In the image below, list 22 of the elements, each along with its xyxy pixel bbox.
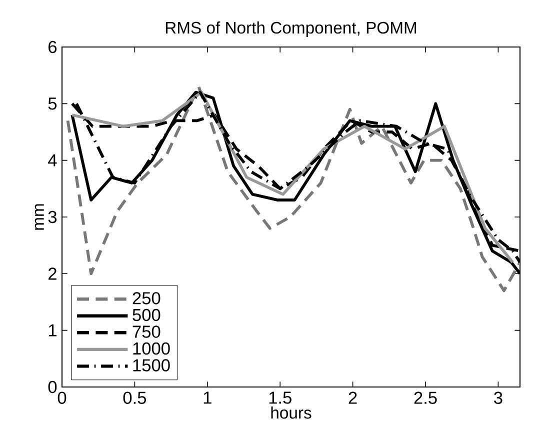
- x-tick-label: 3: [494, 392, 502, 404]
- x-axis-title: hours: [271, 406, 312, 419]
- x-tick-label: 0: [58, 392, 66, 404]
- legend-label: 1500: [133, 359, 170, 372]
- legend-label: 500: [132, 308, 160, 322]
- y-tick-label: 5: [48, 98, 57, 110]
- x-tick-label: 0.5: [123, 392, 146, 404]
- x-tick-label: 2.5: [414, 392, 437, 404]
- x-tick-label: 1.5: [269, 392, 292, 404]
- legend-label: 1000: [133, 342, 170, 355]
- y-tick-label: 6: [48, 40, 57, 54]
- legend-label: 250: [132, 292, 160, 304]
- x-tick-label: 2: [348, 392, 357, 404]
- x-tick-label: 1: [204, 392, 212, 404]
- legend-label: 750: [132, 326, 160, 338]
- y-tick-label: 1: [48, 324, 56, 336]
- chart-title: RMS of North Component, POMM: [166, 21, 416, 37]
- y-tick-label: 3: [48, 210, 57, 224]
- y-tick-label: 0: [48, 380, 57, 394]
- y-tick-label: 4: [48, 154, 57, 166]
- y-axis-title: mm: [34, 204, 44, 230]
- y-tick-label: 2: [48, 268, 56, 280]
